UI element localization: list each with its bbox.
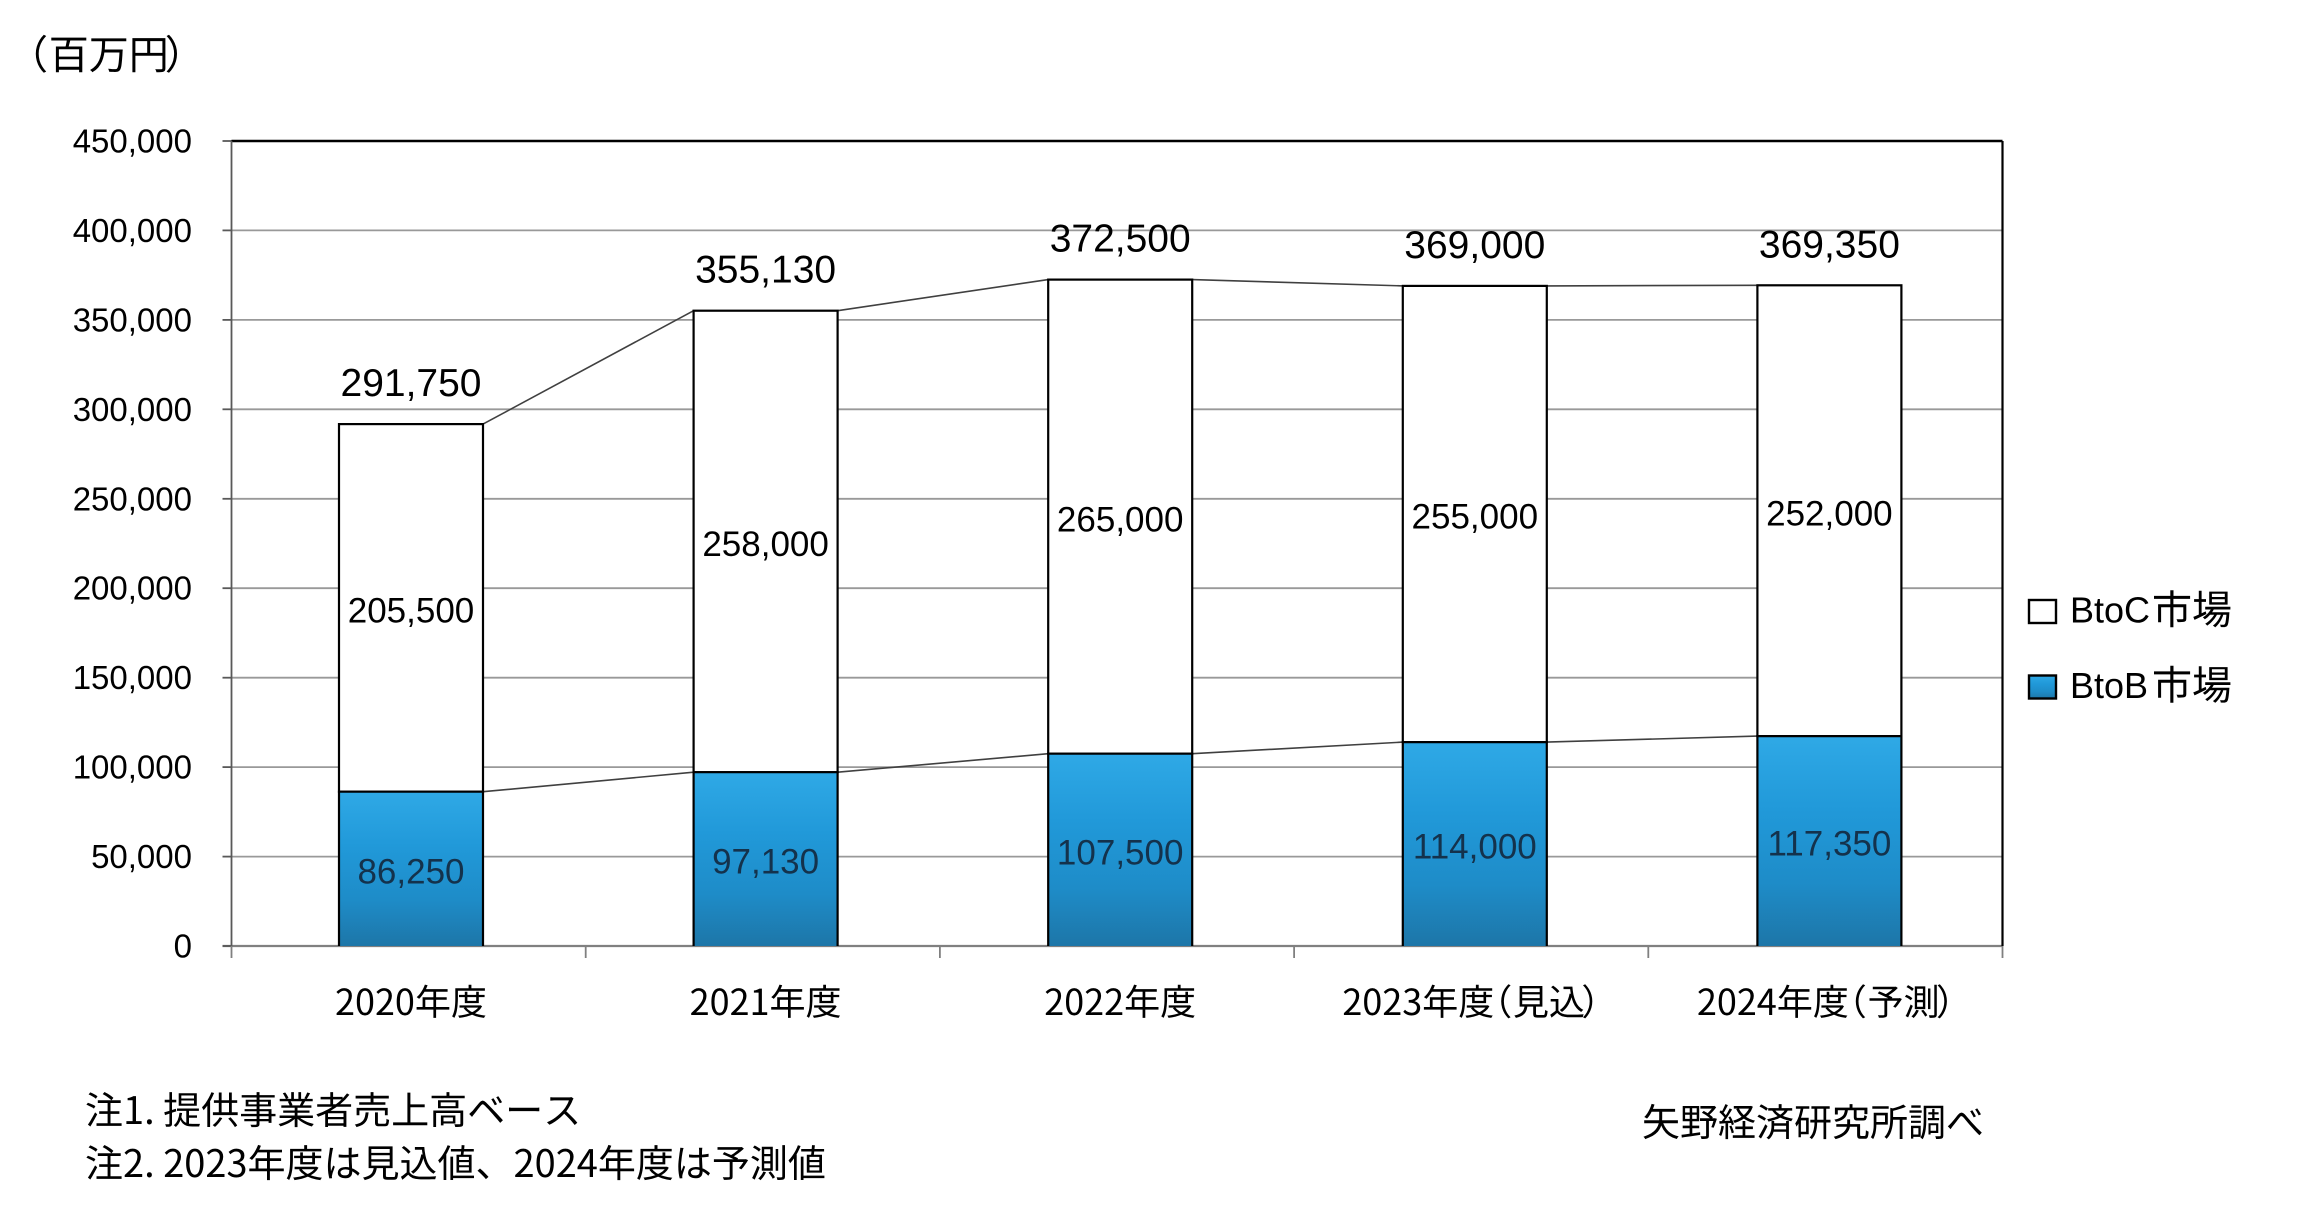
svg-text:250,000: 250,000 bbox=[73, 480, 192, 517]
svg-text:252,000: 252,000 bbox=[1766, 494, 1893, 533]
svg-text:450,000: 450,000 bbox=[73, 123, 192, 160]
svg-text:50,000: 50,000 bbox=[91, 838, 192, 875]
svg-text:255,000: 255,000 bbox=[1412, 498, 1539, 537]
svg-text:369,000: 369,000 bbox=[1404, 224, 1545, 267]
svg-text:150,000: 150,000 bbox=[73, 659, 192, 696]
svg-text:107,500: 107,500 bbox=[1057, 833, 1184, 872]
svg-text:355,130: 355,130 bbox=[695, 249, 836, 292]
svg-text:369,350: 369,350 bbox=[1759, 223, 1900, 266]
svg-text:400,000: 400,000 bbox=[73, 212, 192, 249]
svg-text:265,000: 265,000 bbox=[1057, 500, 1184, 539]
svg-text:114,000: 114,000 bbox=[1413, 828, 1537, 867]
svg-text:200,000: 200,000 bbox=[73, 570, 192, 607]
svg-text:86,250: 86,250 bbox=[357, 853, 464, 892]
svg-text:0: 0 bbox=[174, 928, 192, 965]
svg-text:205,500: 205,500 bbox=[348, 592, 475, 631]
svg-text:117,350: 117,350 bbox=[1767, 825, 1891, 864]
svg-text:350,000: 350,000 bbox=[73, 301, 192, 338]
svg-text:300,000: 300,000 bbox=[73, 391, 192, 428]
svg-text:372,500: 372,500 bbox=[1050, 218, 1191, 261]
svg-text:97,130: 97,130 bbox=[712, 843, 819, 882]
svg-text:258,000: 258,000 bbox=[702, 525, 829, 564]
svg-text:291,750: 291,750 bbox=[341, 362, 482, 405]
svg-text:BtoC: BtoC bbox=[2070, 590, 2150, 631]
svg-text:100,000: 100,000 bbox=[73, 749, 192, 786]
svg-text:BtoB: BtoB bbox=[2070, 665, 2148, 706]
